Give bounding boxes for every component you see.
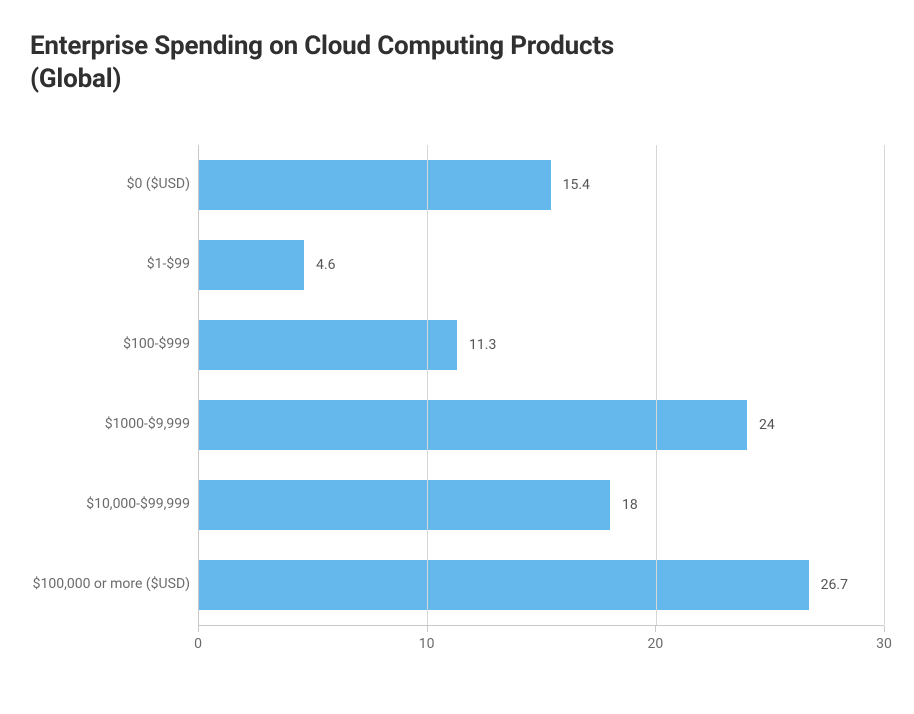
y-axis-labels: $0 ($USD) $1-$99 $100-$999 $1000-$9,999 … (30, 145, 198, 625)
x-axis-tick-label: 20 (647, 636, 663, 652)
grid-line (656, 145, 657, 625)
bar (199, 400, 747, 450)
chart-title: Enterprise Spending on Cloud Computing P… (30, 30, 650, 95)
x-axis-tick-label: 30 (876, 636, 892, 652)
bar (199, 160, 551, 210)
bar (199, 480, 610, 530)
x-axis-tick-label: 10 (419, 636, 435, 652)
y-axis-label: $100,000 or more ($USD) (30, 545, 190, 625)
y-axis-label: $1000-$9,999 (30, 385, 190, 465)
y-axis-label: $10,000-$99,999 (30, 465, 190, 545)
x-axis-tick (884, 626, 885, 632)
y-axis-label: $0 ($USD) (30, 145, 190, 225)
bars-container: 15.4 4.6 11.3 24 18 (199, 145, 884, 625)
bar-value-label: 4.6 (316, 257, 335, 273)
bar-value-label: 11.3 (469, 337, 496, 353)
bar-row: 18 (199, 465, 884, 545)
bar-row: 4.6 (199, 225, 884, 305)
x-axis-tick-label: 0 (194, 636, 202, 652)
bar-value-label: 24 (759, 417, 775, 433)
bar-value-label: 18 (622, 497, 638, 513)
chart-page: Enterprise Spending on Cloud Computing P… (0, 0, 914, 714)
grid-line (884, 145, 885, 625)
bar-value-label: 26.7 (821, 577, 848, 593)
grid-line (427, 145, 428, 625)
bar-row: 24 (199, 385, 884, 465)
bar (199, 560, 809, 610)
y-axis-label: $1-$99 (30, 225, 190, 305)
x-axis: 0102030 (198, 625, 884, 655)
bar-row: 11.3 (199, 305, 884, 385)
x-axis-tick (198, 626, 199, 632)
chart-area: $0 ($USD) $1-$99 $100-$999 $1000-$9,999 … (30, 145, 884, 625)
bar-row: 26.7 (199, 545, 884, 625)
bar (199, 320, 457, 370)
plot-area: 15.4 4.6 11.3 24 18 (198, 145, 884, 625)
y-axis-label: $100-$999 (30, 305, 190, 385)
bar (199, 240, 304, 290)
bar-row: 15.4 (199, 145, 884, 225)
x-axis-tick (655, 626, 656, 632)
x-axis-tick (427, 626, 428, 632)
bar-value-label: 15.4 (563, 177, 590, 193)
